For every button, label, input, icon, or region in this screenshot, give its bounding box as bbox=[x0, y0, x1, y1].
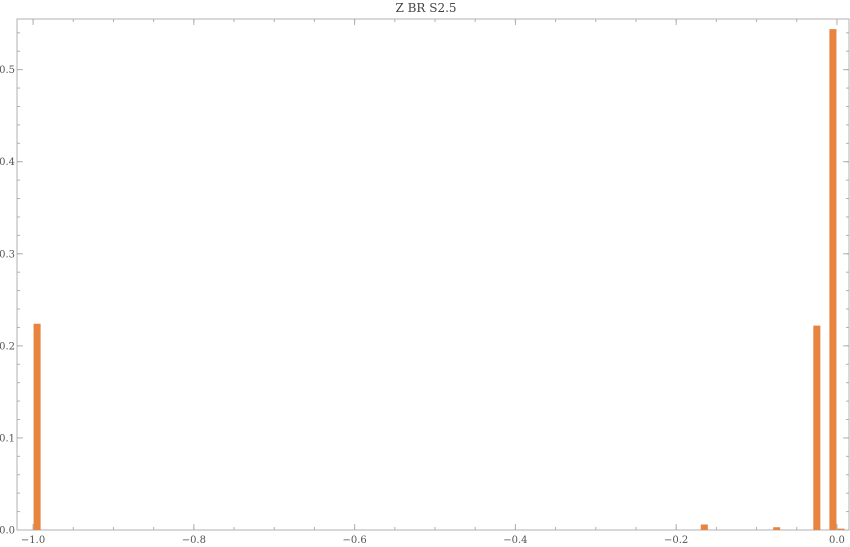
histogram-bar bbox=[813, 325, 821, 530]
x-tick-labels: −1.0 −0.8 −0.6 −0.4 −0.2 0.0 bbox=[21, 535, 845, 546]
x-tick-label: −0.4 bbox=[503, 535, 527, 546]
y-tick-label: 0.4 bbox=[0, 157, 15, 168]
histogram-bar bbox=[829, 29, 837, 530]
major-ticks bbox=[17, 19, 849, 531]
x-tick-label: −0.8 bbox=[182, 535, 206, 546]
plot-frame bbox=[16, 18, 850, 531]
x-tick-label: 0.0 bbox=[829, 535, 845, 546]
y-tick-label: 0.5 bbox=[0, 65, 15, 76]
y-tick-label: 0.0 bbox=[0, 526, 15, 537]
histogram-bar bbox=[700, 524, 708, 530]
x-tick-label: −0.6 bbox=[342, 535, 366, 546]
x-tick-label: −0.2 bbox=[664, 535, 688, 546]
y-tick-label: 0.3 bbox=[0, 249, 15, 260]
chart-title: Z BR S2.5 bbox=[395, 1, 456, 15]
minor-ticks bbox=[17, 19, 849, 531]
histogram-bar bbox=[837, 528, 845, 530]
histogram-bar bbox=[33, 323, 41, 530]
histogram-bar bbox=[773, 527, 781, 530]
y-tick-label: 0.1 bbox=[0, 433, 15, 444]
y-tick-labels: 0.0 0.1 0.2 0.3 0.4 0.5 bbox=[0, 65, 15, 536]
y-tick-label: 0.2 bbox=[0, 341, 15, 352]
x-tick-label: −1.0 bbox=[21, 535, 45, 546]
bars bbox=[33, 29, 845, 530]
